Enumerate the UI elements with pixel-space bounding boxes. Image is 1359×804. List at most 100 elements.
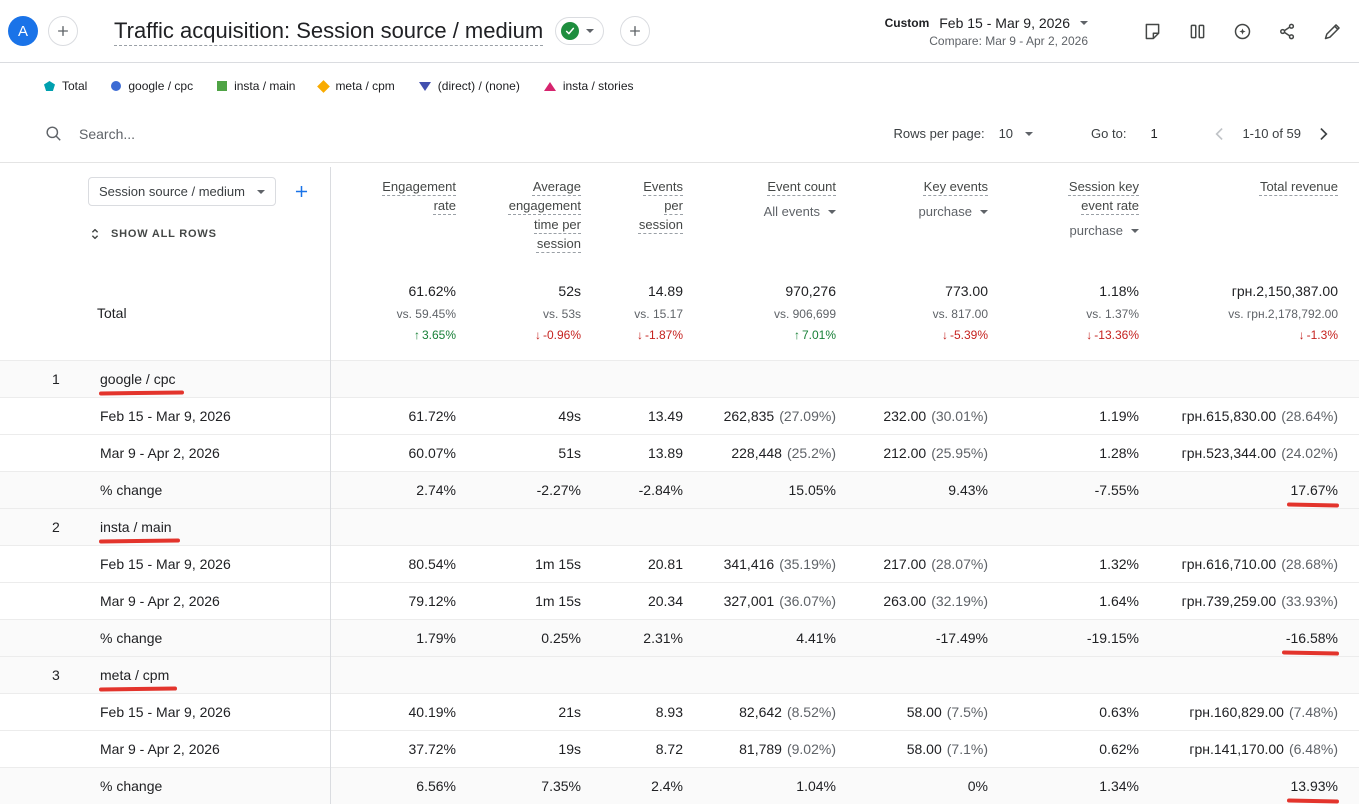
total-cell: 773.00 vs. 817.00 ↓ -5.39% <box>836 283 988 342</box>
legend-pentagon-icon <box>44 81 55 91</box>
date-range-value: Feb 15 - Mar 9, 2026 <box>939 14 1070 31</box>
row-label: Feb 15 - Mar 9, 2026 <box>100 704 231 720</box>
show-all-rows-button[interactable]: SHOW ALL ROWS <box>88 226 217 242</box>
arrow-up-icon: ↑ <box>793 328 800 342</box>
dimension-select[interactable]: Session source / medium <box>88 177 276 206</box>
insights-button[interactable] <box>1232 21 1253 42</box>
total-label: Total <box>97 304 127 321</box>
row-label: Mar 9 - Apr 2, 2026 <box>100 445 220 461</box>
cell-value: 37.72% <box>408 741 456 757</box>
comparison-columns-button[interactable] <box>1187 21 1208 42</box>
report-status-pill[interactable] <box>555 17 605 45</box>
column-metric-selector[interactable]: purchase <box>988 221 1139 240</box>
dimension-header: Session source / medium SHOW ALL ROWS <box>0 177 330 267</box>
column-header-label[interactable]: Average engagement time per session <box>508 179 581 251</box>
column-header[interactable]: Key events purchase <box>836 177 988 267</box>
cell-value: 1.79% <box>416 630 456 646</box>
search[interactable] <box>44 124 894 143</box>
total-vs-value: vs. 817.00 <box>932 307 988 321</box>
go-to-input[interactable] <box>1148 125 1175 142</box>
rows-per-page-select[interactable]: 10 <box>998 126 1034 141</box>
legend-item[interactable]: meta / cpm <box>317 79 395 93</box>
search-input[interactable] <box>77 124 357 143</box>
column-header[interactable]: Engagement rate <box>330 177 456 267</box>
share-button[interactable] <box>1277 21 1298 42</box>
column-header[interactable]: Event count All events <box>683 177 836 267</box>
date-range-selector[interactable]: Custom Feb 15 - Mar 9, 2026 Compare: Mar… <box>885 15 1088 48</box>
cell-share: (35.19%) <box>779 556 836 572</box>
total-value: 773.00 <box>945 283 988 299</box>
column-header-label[interactable]: Events per session <box>638 179 683 232</box>
add-report-item-button[interactable] <box>620 16 651 46</box>
cell-share: (9.02%) <box>786 741 836 757</box>
column-header[interactable]: Events per session <box>581 177 683 267</box>
total-delta: ↓ -13.36% <box>988 328 1139 342</box>
next-page-button[interactable] <box>1313 124 1333 144</box>
notes-button[interactable] <box>1142 21 1163 42</box>
cell-value: грн.523,344.00 <box>1181 445 1277 461</box>
legend-item[interactable]: insta / main <box>217 79 295 93</box>
legend-item[interactable]: google / cpc <box>111 79 193 93</box>
pagination-controls: Rows per page: 10 Go to: 1-10 of 59 <box>894 124 1334 144</box>
column-header-label[interactable]: Engagement rate <box>382 179 456 213</box>
cell-value: -19.15% <box>1086 630 1139 646</box>
column-header-label[interactable]: Event count <box>767 179 836 194</box>
cell-share: (27.09%) <box>779 408 836 424</box>
cell-share: (25.2%) <box>786 445 836 461</box>
rows-per-page-label: Rows per page: <box>893 126 985 141</box>
cell-value: 19s <box>558 741 581 757</box>
cell-value: 51s <box>558 445 581 461</box>
customize-report-button[interactable] <box>1322 21 1343 42</box>
legend-item[interactable]: Total <box>44 79 87 93</box>
cell-share: (25.95%) <box>931 445 988 461</box>
cell-value: 0.63% <box>1099 704 1139 720</box>
table-row-percent-change: % change 1.79% 0.25% 2.31% 4.41% -17.49% -19.1… <box>0 619 1359 656</box>
legend-item[interactable]: insta / stories <box>543 79 634 93</box>
total-value: 52s <box>558 283 581 299</box>
report-title[interactable]: Traffic acquisition: Session source / me… <box>114 18 544 43</box>
cell-value: 20.34 <box>647 593 683 609</box>
cell-value: 13.89 <box>647 445 683 461</box>
avatar[interactable]: A <box>8 16 38 46</box>
row-label: % change <box>100 778 163 794</box>
cell-share: (28.07%) <box>931 556 988 572</box>
column-header[interactable]: Average engagement time per session <box>456 177 581 267</box>
total-delta-value: -13.36% <box>1094 328 1139 342</box>
cell-value: 8.72 <box>655 741 683 757</box>
total-delta-value: 3.65% <box>421 328 456 342</box>
cell-value: грн.616,710.00 <box>1181 556 1277 572</box>
column-metric-selector-value: All events <box>763 204 820 219</box>
arrow-down-icon: ↓ <box>636 328 643 342</box>
column-metric-selector[interactable]: All events <box>683 202 836 221</box>
total-cell: грн.2,150,387.00 vs. грн.2,178,792.00 ↓ -1.… <box>1139 283 1338 342</box>
column-header-label[interactable]: Key events <box>923 179 988 194</box>
row-index: 3 <box>52 667 60 683</box>
column-header-label[interactable]: Session key event rate <box>1068 179 1139 213</box>
check-icon <box>561 22 580 40</box>
cell-share: (28.68%) <box>1281 556 1338 572</box>
add-comparison-button[interactable] <box>48 16 78 46</box>
chevron-down-icon <box>980 209 988 214</box>
total-row: Total 61.62% vs. 59.45% ↑ 3.65% 52s vs. 53s ↓ -… <box>0 267 1359 360</box>
column-header[interactable]: Total revenue <box>1139 177 1338 267</box>
previous-page-button[interactable] <box>1210 124 1230 144</box>
column-header[interactable]: Session key event rate purchase <box>988 177 1139 267</box>
total-delta: ↑ 7.01% <box>683 328 836 342</box>
plus-icon <box>292 182 311 201</box>
total-vs-value: vs. 15.17 <box>634 307 683 321</box>
cell-value: -2.27% <box>536 482 581 498</box>
column-metric-selector[interactable]: purchase <box>836 202 988 221</box>
table-row-percent-change: % change 6.56% 7.35% 2.4% 1.04% 0% 1.34% 13.93% <box>0 767 1359 804</box>
legend-label: (direct) / (none) <box>437 79 520 93</box>
cell-value: -16.58% <box>1285 630 1338 646</box>
cell-value: 262,835 <box>723 408 775 424</box>
cell-value: 212.00 <box>883 445 927 461</box>
cell-share: (36.07%) <box>779 593 836 609</box>
add-secondary-dimension-button[interactable] <box>292 182 311 201</box>
column-header-label[interactable]: Total revenue <box>1259 179 1338 194</box>
legend-item[interactable]: (direct) / (none) <box>418 79 520 93</box>
dimension-select-value: Session source / medium <box>99 184 245 199</box>
cell-value: 232.00 <box>883 408 927 424</box>
rows-per-page-value: 10 <box>998 126 1014 141</box>
total-vs-value: vs. грн.2,178,792.00 <box>1228 307 1338 321</box>
